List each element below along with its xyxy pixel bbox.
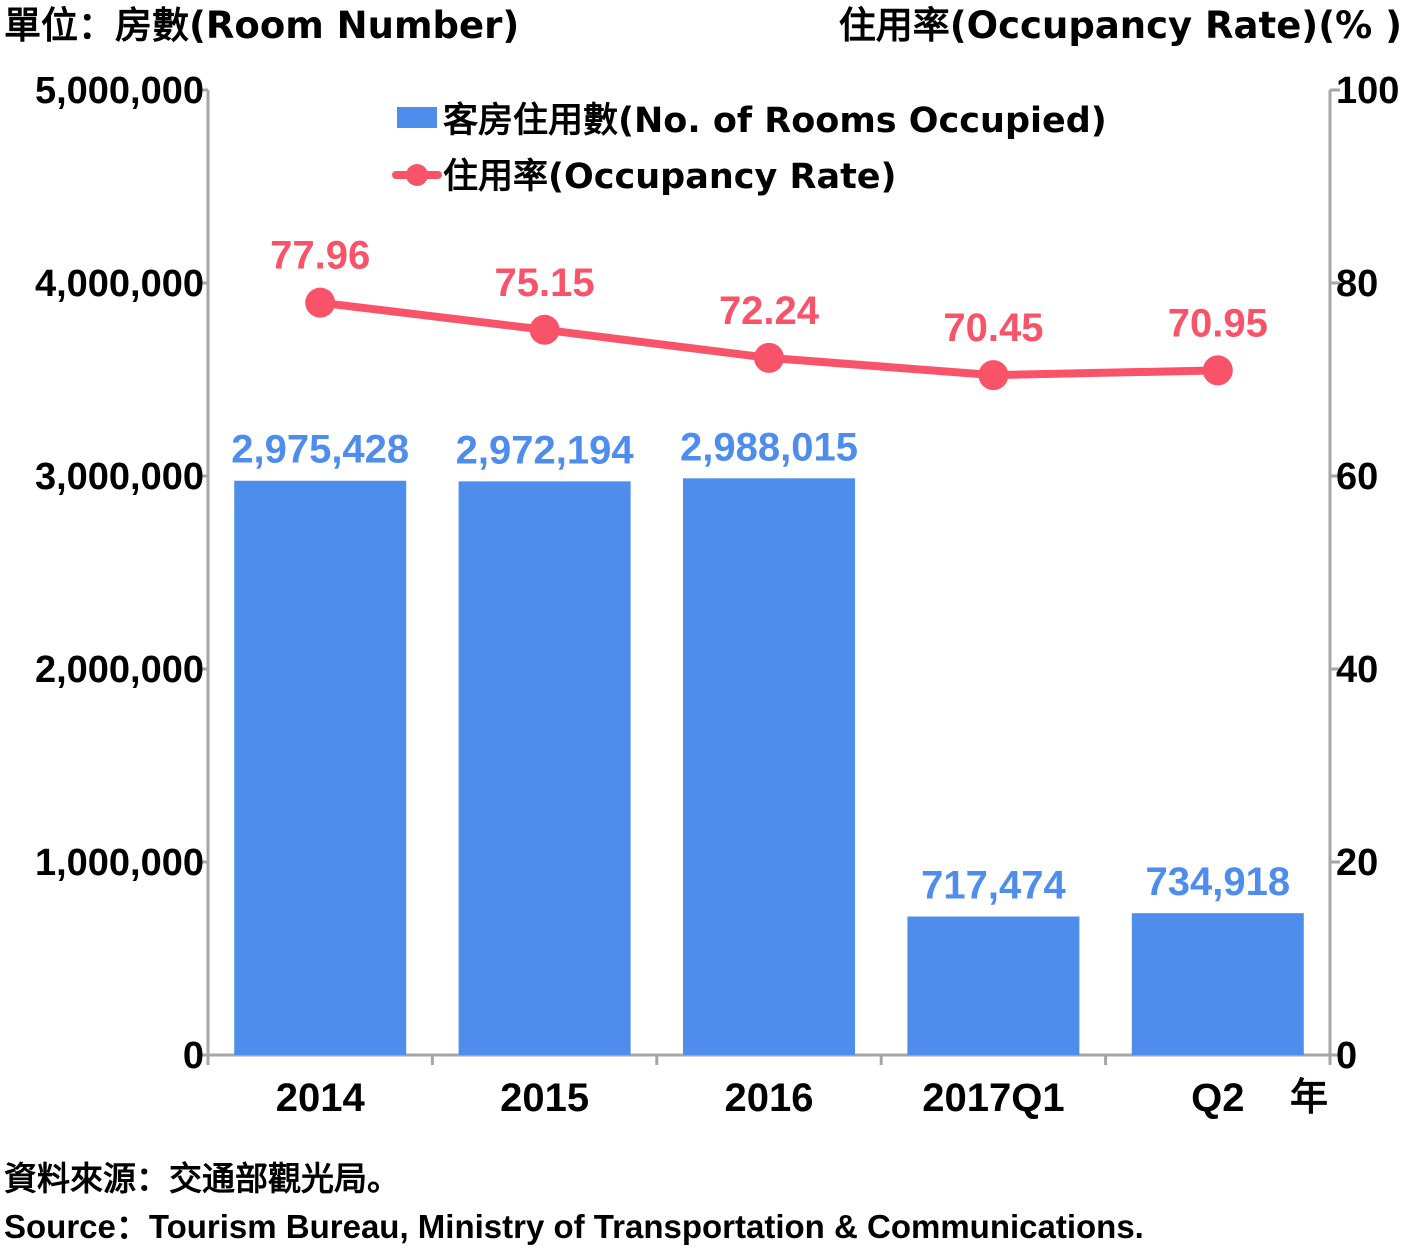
bar (683, 478, 855, 1055)
line-point (529, 314, 560, 345)
bar (458, 481, 631, 1055)
right-y-tick-label: 40 (1336, 649, 1378, 691)
line-value-label: 75.15 (495, 261, 595, 305)
line-value-label: 77.96 (270, 234, 370, 278)
left-y-tick-label: 4,000,000 (35, 263, 204, 305)
left-y-tick-label: 2,000,000 (35, 649, 204, 691)
left-y-tick-label: 3,000,000 (35, 456, 204, 498)
x-tick-label: 2017Q1 (922, 1076, 1064, 1120)
line-value-label: 70.45 (943, 306, 1043, 350)
legend-bar-label: 客房住用數(No. of Rooms Occupied) (443, 100, 1107, 141)
x-tick-label: 2016 (725, 1076, 814, 1120)
source-note-en: Source：Tourism Bureau, Ministry of Trans… (4, 1208, 1144, 1245)
line-point (1202, 355, 1233, 386)
left-y-tick-label: 1,000,000 (35, 842, 204, 884)
bar-value-label: 2,975,428 (231, 428, 409, 472)
bar-value-label: 2,972,194 (456, 428, 635, 472)
right-y-tick-label: 20 (1336, 842, 1378, 884)
right-y-tick-label: 80 (1336, 263, 1378, 305)
bar (234, 480, 407, 1055)
x-tick-label: 2014 (276, 1076, 366, 1120)
right-y-tick-label: 0 (1336, 1035, 1357, 1077)
bar (907, 916, 1080, 1055)
left-y-tick-label: 5,000,000 (35, 70, 204, 112)
left-y-tick-label: 0 (183, 1035, 204, 1077)
right-y-tick-label: 100 (1336, 70, 1399, 112)
left-axis-unit-label: 單位：房數(Room Number) (4, 4, 519, 47)
legend: 客房住用數(No. of Rooms Occupied) 住用率(Occupan… (392, 100, 1107, 197)
bar-value-label: 734,918 (1146, 860, 1291, 904)
x-axis-unit-label: 年 (1290, 1075, 1328, 1119)
right-y-tick-label: 60 (1336, 456, 1378, 498)
source-note-zh: 資料來源：交通部觀光局。 (4, 1160, 400, 1197)
legend-line-label: 住用率(Occupancy Rate) (443, 157, 897, 197)
line-value-label: 72.24 (719, 289, 820, 333)
line-series: 77.96 75.15 72.24 70.45 70.95 (270, 234, 1268, 391)
bar-value-label: 2,988,015 (680, 425, 858, 469)
line-point (978, 360, 1009, 391)
line-value-label: 70.95 (1168, 301, 1268, 345)
legend-bar-swatch (397, 107, 437, 128)
x-tick-label: Q2 (1191, 1076, 1244, 1120)
x-tick-label: 2015 (500, 1076, 589, 1120)
axes: 0 1,000,000 2,000,000 3,000,000 4,000,000 5,0… (35, 70, 1399, 1120)
right-axis-unit-label: 住用率(Occupancy Rate)(% ) (839, 4, 1402, 47)
line-point (305, 287, 336, 318)
bar-value-label: 717,474 (921, 864, 1066, 908)
bar-series: 2,975,428 2,972,194 2,988,015 717,474 734,91… (231, 425, 1304, 1055)
bar (1131, 913, 1304, 1055)
legend-line-marker (406, 164, 428, 186)
line-point (754, 342, 784, 373)
